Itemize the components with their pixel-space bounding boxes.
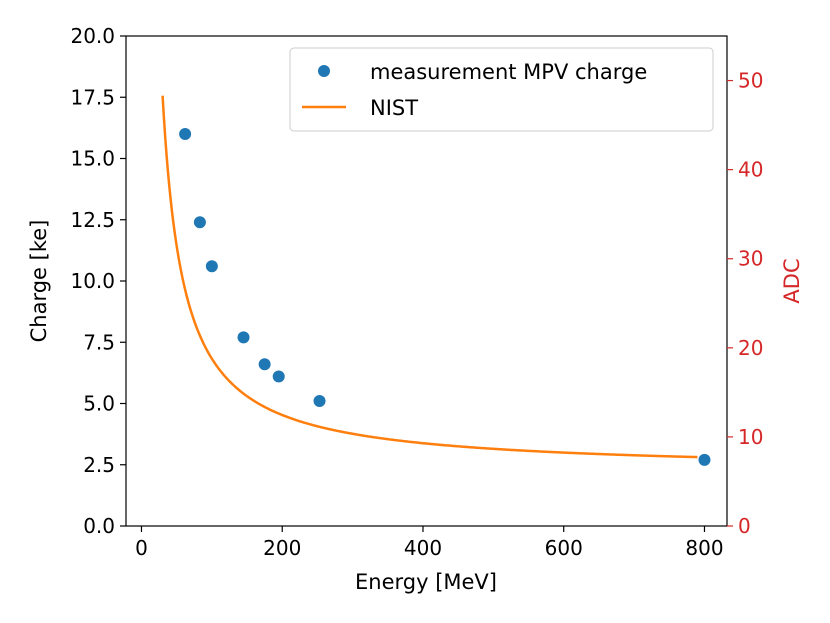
left-tick-label: 5.0 xyxy=(83,392,115,416)
measurement-point xyxy=(258,358,271,371)
points-layer xyxy=(179,128,711,466)
right-tick-label: 40 xyxy=(738,158,763,182)
nist-line xyxy=(161,95,698,459)
x-tick-label: 0 xyxy=(135,536,148,560)
right-axis-label: ADC xyxy=(780,258,804,303)
x-tick-label: 800 xyxy=(685,536,723,560)
measurement-point xyxy=(205,260,218,273)
left-tick-label: 2.5 xyxy=(83,453,115,477)
series-layer xyxy=(161,95,698,459)
right-tick-label: 50 xyxy=(738,69,763,93)
left-tick-label: 0.0 xyxy=(83,514,115,538)
measurement-point xyxy=(193,216,206,229)
left-axis-label: Charge [ke] xyxy=(27,220,51,343)
x-tick-label: 400 xyxy=(404,536,442,560)
measurement-point xyxy=(237,331,250,344)
legend: measurement MPV charge NIST xyxy=(289,47,714,132)
left-axis-ticks: 0.0 2.5 5.0 7.5 10.0 12.5 15.0 17.5 20.0 xyxy=(70,24,126,538)
measurement-point xyxy=(179,128,192,140)
right-tick-label: 10 xyxy=(738,425,763,449)
right-tick-label: 0 xyxy=(738,514,751,538)
left-tick-label: 7.5 xyxy=(83,330,115,354)
left-tick-label: 20.0 xyxy=(70,24,115,48)
legend-marker-measurement xyxy=(318,65,330,77)
x-tick-label: 600 xyxy=(545,536,583,560)
x-axis-ticks: 0 200 400 600 800 xyxy=(135,526,724,560)
measurement-point xyxy=(272,370,285,383)
measurement-point xyxy=(698,453,711,466)
legend-label-measurement: measurement MPV charge xyxy=(370,60,647,84)
left-tick-label: 10.0 xyxy=(70,269,115,293)
right-tick-label: 20 xyxy=(738,336,763,360)
right-tick-label: 30 xyxy=(738,247,763,271)
measurement-point xyxy=(313,395,326,408)
legend-box xyxy=(289,47,714,132)
x-axis-label: Energy [MeV] xyxy=(355,570,497,594)
left-tick-label: 12.5 xyxy=(70,208,115,232)
left-tick-label: 17.5 xyxy=(70,85,115,109)
x-tick-label: 200 xyxy=(263,536,301,560)
left-tick-label: 15.0 xyxy=(70,147,115,171)
legend-label-nist: NIST xyxy=(370,96,418,120)
right-axis-ticks: 0 10 20 30 40 50 xyxy=(727,69,763,538)
